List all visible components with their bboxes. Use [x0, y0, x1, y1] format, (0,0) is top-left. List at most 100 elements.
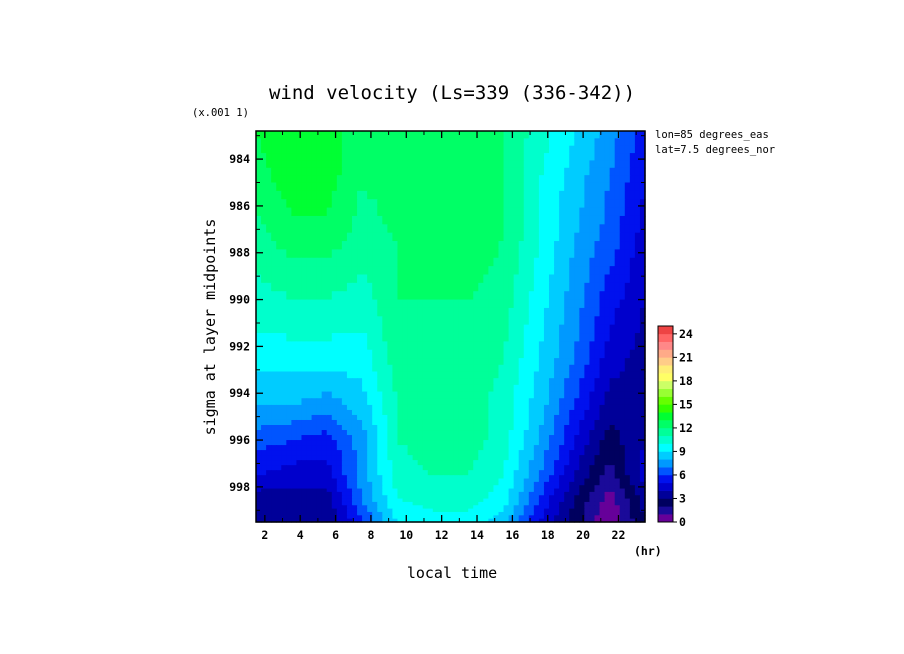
- contour-cell: [468, 515, 474, 520]
- contour-cell: [639, 491, 646, 496]
- contour-cell: [473, 307, 479, 317]
- contour-cell: [402, 371, 409, 379]
- contour-cell: [417, 460, 424, 466]
- contour-cell: [301, 182, 308, 192]
- contour-cell: [281, 349, 287, 359]
- contour-cell: [331, 138, 338, 147]
- contour-cell: [427, 378, 434, 386]
- contour-cell: [417, 207, 424, 217]
- contour-cell: [276, 505, 282, 510]
- contour-cell: [266, 241, 272, 251]
- contour-cell: [357, 282, 363, 292]
- contour-cell: [503, 316, 510, 326]
- contour-cell: [458, 307, 464, 317]
- contour-cell: [599, 371, 606, 379]
- contour-cell: [256, 175, 262, 184]
- contour-cell: [286, 371, 292, 379]
- contour-cell: [306, 440, 313, 446]
- contour-cell: [589, 460, 596, 466]
- contour-cell: [367, 425, 373, 431]
- contour-cell: [569, 364, 575, 373]
- contour-cell: [281, 384, 287, 393]
- contour-cell: [357, 324, 363, 334]
- contour-cell: [604, 131, 611, 139]
- contour-cell: [569, 498, 575, 503]
- contour-cell: [412, 138, 419, 147]
- contour-cell: [412, 232, 419, 242]
- contour-cell: [256, 241, 262, 251]
- contour-cell: [559, 378, 565, 386]
- contour-cell: [564, 167, 570, 176]
- contour-cell: [468, 470, 474, 476]
- contour-cell: [422, 153, 429, 162]
- contour-cell: [554, 358, 560, 366]
- contour-cell: [589, 167, 596, 176]
- contour-cell: [331, 465, 338, 471]
- contour-cell: [538, 266, 545, 276]
- contour-cell: [579, 485, 585, 490]
- contour-cell: [316, 364, 323, 373]
- contour-cell: [321, 470, 328, 476]
- contour-cell: [286, 257, 292, 267]
- contour-cell: [427, 404, 434, 411]
- contour-cell: [554, 349, 560, 359]
- contour-cell: [397, 131, 404, 139]
- contour-cell: [351, 409, 358, 416]
- contour-cell: [493, 299, 500, 309]
- contour-cell: [559, 470, 565, 476]
- contour-cell: [387, 478, 394, 483]
- contour-cell: [579, 207, 585, 217]
- contour-cell: [589, 371, 596, 379]
- contour-cell: [538, 488, 545, 493]
- contour-cell: [543, 488, 550, 493]
- contour-cell: [564, 430, 570, 436]
- contour-cell: [341, 478, 348, 483]
- contour-cell: [392, 460, 399, 466]
- contour-cell: [412, 291, 419, 301]
- contour-cell: [523, 333, 530, 342]
- contour-cell: [609, 299, 616, 309]
- contour-cell: [579, 307, 585, 317]
- contour-cell: [584, 274, 591, 284]
- contour-cell: [397, 435, 404, 441]
- contour-cell: [402, 145, 409, 154]
- contour-cell: [498, 190, 505, 200]
- contour-cell: [609, 398, 616, 406]
- contour-cell: [493, 460, 500, 466]
- contour-cell: [447, 249, 454, 259]
- contour-cell: [311, 215, 318, 225]
- contour-cell: [291, 419, 298, 426]
- contour-cell: [533, 182, 540, 192]
- contour-cell: [427, 475, 434, 480]
- contour-cell: [331, 455, 338, 461]
- contour-cell: [473, 364, 479, 373]
- contour-cell: [473, 333, 479, 342]
- contour-cell: [357, 404, 363, 411]
- contour-cell: [417, 131, 424, 139]
- contour-cell: [341, 349, 348, 359]
- contour-cell: [589, 291, 596, 301]
- contour-cell: [316, 498, 323, 503]
- contour-cell: [453, 371, 459, 379]
- contour-cell: [341, 501, 348, 506]
- contour-cell: [508, 481, 515, 486]
- contour-cell: [346, 488, 353, 493]
- contour-cell: [579, 378, 585, 386]
- contour-cell: [357, 481, 363, 486]
- contour-cell: [639, 307, 646, 317]
- contour-cell: [619, 425, 626, 431]
- contour-cell: [554, 299, 560, 309]
- contour-cell: [493, 491, 500, 496]
- contour-cell: [463, 145, 469, 154]
- contour-cell: [634, 274, 641, 284]
- contour-cell: [634, 160, 641, 169]
- contour-cell: [316, 414, 323, 421]
- contour-cell: [402, 190, 409, 200]
- contour-cell: [493, 282, 500, 292]
- contour-cell: [458, 145, 464, 154]
- contour-cell: [564, 440, 570, 446]
- contour-cell: [639, 333, 646, 342]
- contour-cell: [321, 190, 328, 200]
- contour-cell: [432, 207, 439, 217]
- contour-cell: [271, 241, 277, 251]
